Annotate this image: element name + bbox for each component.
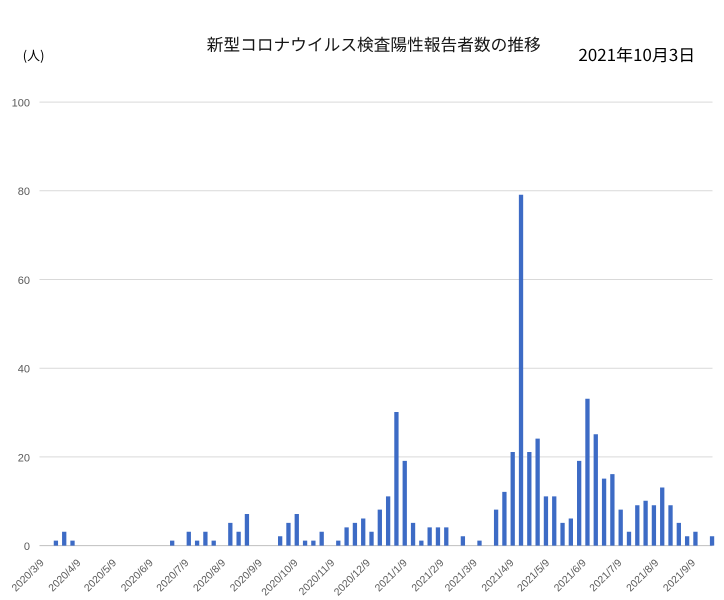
svg-text:80: 80 [18, 186, 30, 198]
svg-text:40: 40 [18, 364, 30, 376]
svg-text:60: 60 [18, 275, 30, 287]
svg-text:100: 100 [12, 98, 30, 110]
svg-text:0: 0 [24, 541, 30, 553]
svg-text:20: 20 [18, 452, 30, 464]
